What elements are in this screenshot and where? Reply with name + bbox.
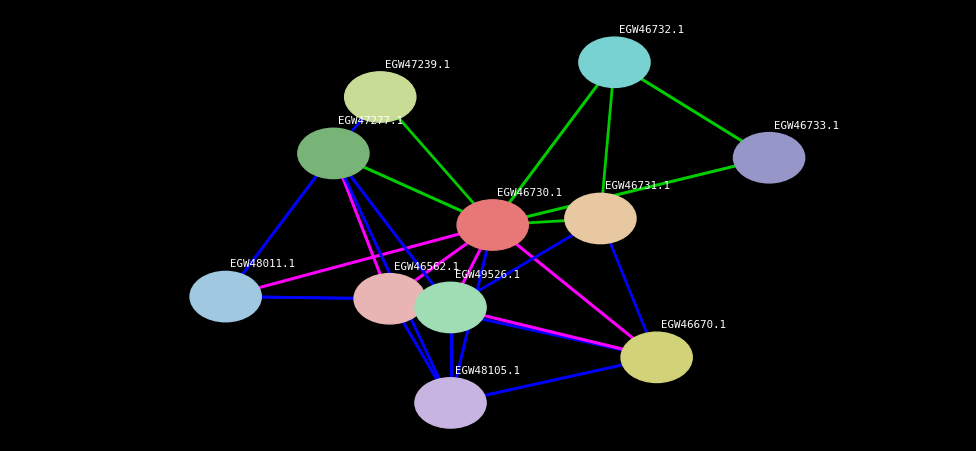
Ellipse shape [734, 133, 804, 184]
Ellipse shape [565, 194, 636, 244]
Ellipse shape [190, 272, 262, 322]
Text: EGW48105.1: EGW48105.1 [455, 365, 520, 375]
Text: EGW47277.1: EGW47277.1 [338, 116, 403, 126]
Text: EGW46562.1: EGW46562.1 [394, 261, 460, 271]
Text: EGW46731.1: EGW46731.1 [605, 181, 671, 191]
Ellipse shape [345, 73, 416, 123]
Ellipse shape [298, 129, 369, 179]
Ellipse shape [415, 378, 486, 428]
Ellipse shape [621, 332, 692, 382]
Text: EGW46733.1: EGW46733.1 [774, 120, 838, 130]
Ellipse shape [415, 283, 486, 333]
Text: EGW47239.1: EGW47239.1 [385, 60, 450, 69]
Ellipse shape [579, 38, 650, 88]
Text: EGW49526.1: EGW49526.1 [455, 270, 520, 280]
Text: EGW46732.1: EGW46732.1 [619, 25, 684, 35]
Ellipse shape [457, 200, 528, 251]
Ellipse shape [354, 274, 426, 324]
Text: EGW46670.1: EGW46670.1 [662, 319, 726, 329]
Text: EGW48011.1: EGW48011.1 [230, 259, 296, 269]
Text: EGW46730.1: EGW46730.1 [498, 187, 562, 198]
